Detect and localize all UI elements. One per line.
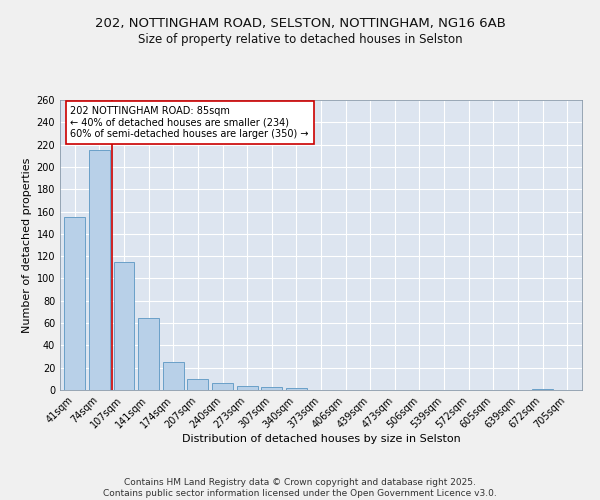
Bar [261,386,282,390]
Text: Contains HM Land Registry data © Crown copyright and database right 2025.
Contai: Contains HM Land Registry data © Crown c… [103,478,497,498]
Y-axis label: Number of detached properties: Number of detached properties [22,158,32,332]
Text: 202 NOTTINGHAM ROAD: 85sqm
← 40% of detached houses are smaller (234)
60% of sem: 202 NOTTINGHAM ROAD: 85sqm ← 40% of deta… [70,106,309,139]
Text: 202, NOTTINGHAM ROAD, SELSTON, NOTTINGHAM, NG16 6AB: 202, NOTTINGHAM ROAD, SELSTON, NOTTINGHA… [95,18,505,30]
Bar [138,318,159,390]
Bar [89,150,110,390]
Bar [64,217,85,390]
Text: Size of property relative to detached houses in Selston: Size of property relative to detached ho… [137,32,463,46]
Bar [163,362,184,390]
Bar [113,262,134,390]
Bar [236,386,257,390]
Bar [212,384,233,390]
Bar [187,379,208,390]
X-axis label: Distribution of detached houses by size in Selston: Distribution of detached houses by size … [182,434,460,444]
Bar [286,388,307,390]
Bar [532,389,553,390]
